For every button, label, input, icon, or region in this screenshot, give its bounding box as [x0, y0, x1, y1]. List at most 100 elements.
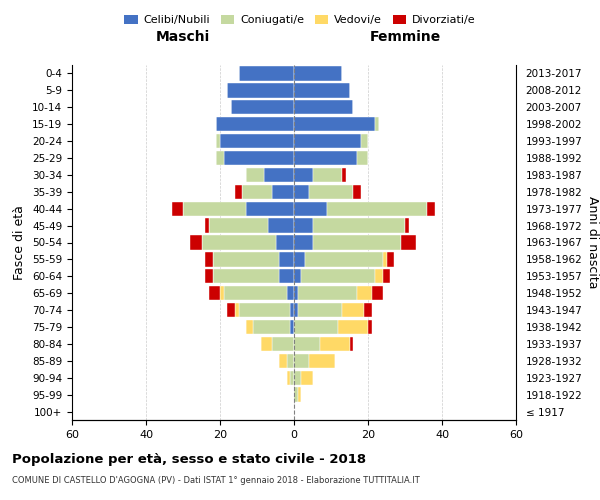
Bar — [172, 202, 183, 216]
Bar — [305, 252, 383, 266]
Bar — [260, 336, 272, 351]
Bar — [227, 303, 235, 318]
Bar — [328, 202, 427, 216]
Bar — [294, 66, 342, 80]
Bar — [357, 151, 368, 165]
Bar — [287, 286, 294, 300]
Bar — [202, 236, 275, 250]
Bar — [212, 252, 279, 266]
Bar — [313, 236, 401, 250]
Bar — [383, 269, 390, 283]
Bar — [349, 336, 353, 351]
Bar — [309, 184, 353, 199]
Bar — [294, 83, 349, 98]
Bar — [372, 286, 383, 300]
Bar — [294, 236, 313, 250]
Bar — [301, 269, 376, 283]
Bar — [246, 320, 253, 334]
Bar — [217, 117, 294, 132]
Bar — [235, 303, 239, 318]
Y-axis label: Anni di nascita: Anni di nascita — [586, 196, 599, 289]
Bar — [294, 218, 313, 233]
Bar — [376, 117, 379, 132]
Bar — [217, 134, 220, 148]
Bar — [239, 303, 290, 318]
Bar — [320, 336, 349, 351]
Bar — [298, 286, 357, 300]
Bar — [294, 202, 328, 216]
Bar — [294, 151, 357, 165]
Bar — [290, 320, 294, 334]
Bar — [364, 303, 372, 318]
Bar — [383, 252, 386, 266]
Bar — [239, 66, 294, 80]
Bar — [246, 202, 294, 216]
Bar — [294, 184, 309, 199]
Bar — [342, 168, 346, 182]
Bar — [209, 218, 268, 233]
Bar — [294, 303, 298, 318]
Bar — [294, 100, 353, 114]
Bar — [294, 134, 361, 148]
Bar — [386, 252, 394, 266]
Bar — [190, 236, 202, 250]
Bar — [209, 286, 220, 300]
Bar — [205, 218, 209, 233]
Bar — [220, 134, 294, 148]
Bar — [294, 269, 301, 283]
Bar — [301, 370, 313, 385]
Bar — [205, 252, 212, 266]
Bar — [242, 184, 272, 199]
Bar — [279, 269, 294, 283]
Bar — [342, 303, 364, 318]
Text: Maschi: Maschi — [156, 30, 210, 44]
Bar — [212, 269, 279, 283]
Bar — [290, 370, 294, 385]
Bar — [224, 286, 287, 300]
Bar — [294, 388, 298, 402]
Bar — [235, 184, 242, 199]
Y-axis label: Fasce di età: Fasce di età — [13, 205, 26, 280]
Bar — [272, 336, 294, 351]
Bar — [246, 168, 265, 182]
Bar — [205, 269, 212, 283]
Bar — [294, 168, 313, 182]
Bar — [275, 236, 294, 250]
Bar — [338, 320, 368, 334]
Bar — [231, 100, 294, 114]
Text: Femmine: Femmine — [370, 30, 440, 44]
Bar — [298, 303, 342, 318]
Bar — [272, 184, 294, 199]
Bar — [353, 184, 361, 199]
Bar — [294, 286, 298, 300]
Bar — [401, 236, 416, 250]
Bar — [368, 320, 372, 334]
Bar — [294, 252, 305, 266]
Bar — [290, 303, 294, 318]
Bar — [279, 354, 287, 368]
Bar — [427, 202, 434, 216]
Bar — [294, 370, 301, 385]
Bar — [313, 218, 405, 233]
Bar — [294, 336, 320, 351]
Bar — [224, 151, 294, 165]
Bar — [268, 218, 294, 233]
Bar — [294, 320, 338, 334]
Bar — [279, 252, 294, 266]
Text: Popolazione per età, sesso e stato civile - 2018: Popolazione per età, sesso e stato civil… — [12, 452, 366, 466]
Bar — [183, 202, 246, 216]
Bar — [265, 168, 294, 182]
Bar — [361, 134, 368, 148]
Bar — [220, 286, 224, 300]
Bar — [376, 269, 383, 283]
Bar — [287, 370, 290, 385]
Bar — [405, 218, 409, 233]
Text: COMUNE DI CASTELLO D'AGOGNA (PV) - Dati ISTAT 1° gennaio 2018 - Elaborazione TUT: COMUNE DI CASTELLO D'AGOGNA (PV) - Dati … — [12, 476, 420, 485]
Bar — [294, 117, 376, 132]
Bar — [287, 354, 294, 368]
Bar — [227, 83, 294, 98]
Bar — [309, 354, 335, 368]
Bar — [313, 168, 342, 182]
Bar — [298, 388, 301, 402]
Bar — [294, 354, 309, 368]
